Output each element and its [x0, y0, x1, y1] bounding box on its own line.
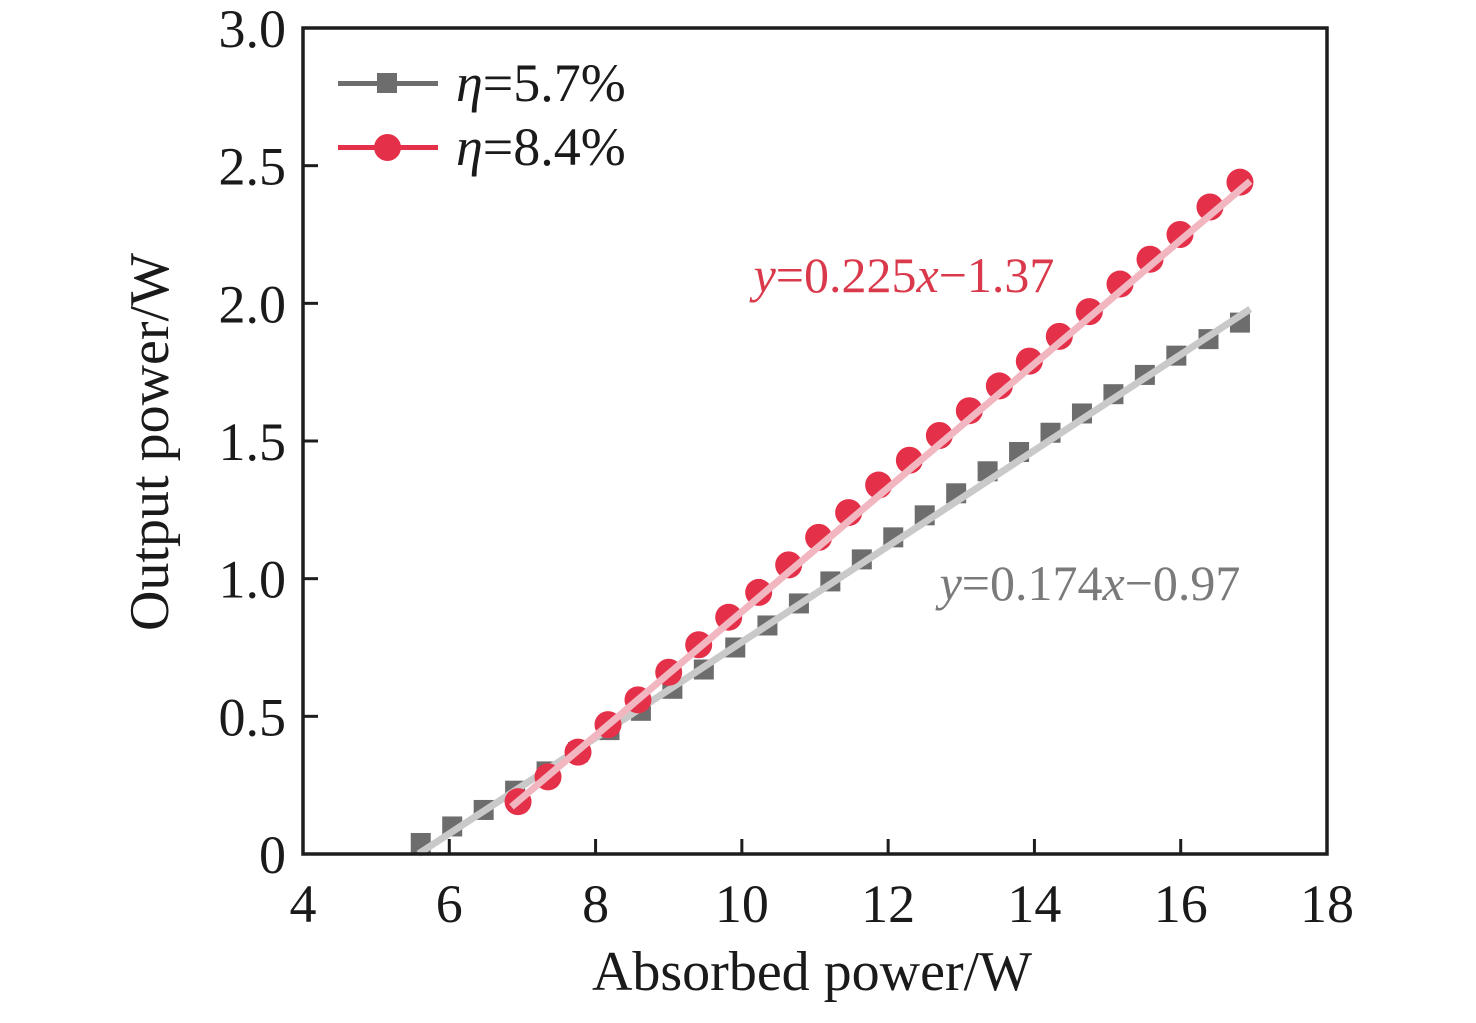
data-point-circle [1136, 245, 1164, 273]
data-point-circle [1166, 221, 1194, 248]
legend-key-red [338, 121, 438, 173]
x-tick-label: 18 [1300, 874, 1354, 934]
plot-frame [301, 26, 1329, 856]
series-red-circles [504, 168, 1254, 816]
data-point-circle [715, 603, 743, 631]
x-tick-label: 8 [582, 874, 609, 934]
legend-label: η=8.4% [456, 120, 626, 174]
y-axis-title: Output power/W [119, 253, 181, 631]
legend-eta-symbol: η [456, 117, 483, 177]
legend-key-gray [338, 57, 438, 109]
data-point-circle [1015, 347, 1043, 375]
x-tick-label: 12 [861, 874, 915, 934]
legend-item-eta-8-4: η=8.4% [338, 120, 626, 174]
y-tick-label: 0.5 [219, 687, 287, 747]
axis-ticks [303, 164, 1183, 854]
tick-labels: 4 6 8 10 12 14 16 18 0 0.5 1.0 1.5 2.0 2.5 3.0 [219, 0, 1355, 934]
data-point-circle [775, 551, 803, 579]
y-tick-label: 2.0 [219, 274, 287, 334]
x-tick-label: 4 [290, 874, 317, 934]
y-tick-label: 1.5 [219, 412, 287, 472]
eq-coeff: =0.225 [775, 247, 917, 303]
eq-coeff: =0.174 [961, 555, 1103, 611]
data-point-circle [1045, 322, 1073, 350]
data-point-circle [1075, 298, 1103, 326]
eq-var-x: x [1102, 555, 1125, 611]
legend-eta-symbol: η [456, 53, 483, 113]
x-tick-label: 6 [436, 874, 463, 934]
legend-square-marker-icon [377, 73, 397, 93]
x-axis-title: Absorbed power/W [591, 941, 1033, 1003]
eq-var-y: y [939, 555, 962, 611]
legend-item-eta-5-7: η=5.7% [338, 56, 626, 110]
eq-var-y: y [753, 247, 776, 303]
data-point-circle [985, 372, 1013, 400]
legend-value-text: =8.4% [482, 117, 626, 177]
eq-intercept: −1.37 [938, 247, 1055, 303]
y-tick-label: 3.0 [219, 0, 287, 59]
y-tick-label: 2.5 [219, 137, 287, 197]
axes-frame [301, 26, 1329, 856]
x-tick-label: 10 [715, 874, 769, 934]
data-point-circle [1106, 270, 1134, 298]
data-point-circle [1226, 168, 1254, 196]
eq-intercept: −0.97 [1124, 555, 1241, 611]
legend-label: η=5.7% [456, 56, 626, 110]
data-series [410, 168, 1254, 857]
fit-line [416, 306, 1253, 857]
x-tick-label: 14 [1007, 874, 1061, 934]
legend-value-text: =5.7% [482, 53, 626, 113]
y-tick-label: 0 [259, 825, 286, 885]
fit-equation-red: y=0.225x−1.37 [604, 248, 1204, 302]
y-tick-label: 1.0 [219, 550, 287, 610]
eq-var-x: x [916, 247, 939, 303]
fit-line [509, 178, 1253, 810]
fit-equation-gray: y=0.174x−0.97 [790, 556, 1390, 610]
x-tick-label: 16 [1154, 874, 1208, 934]
legend-circle-marker-icon [374, 134, 401, 161]
